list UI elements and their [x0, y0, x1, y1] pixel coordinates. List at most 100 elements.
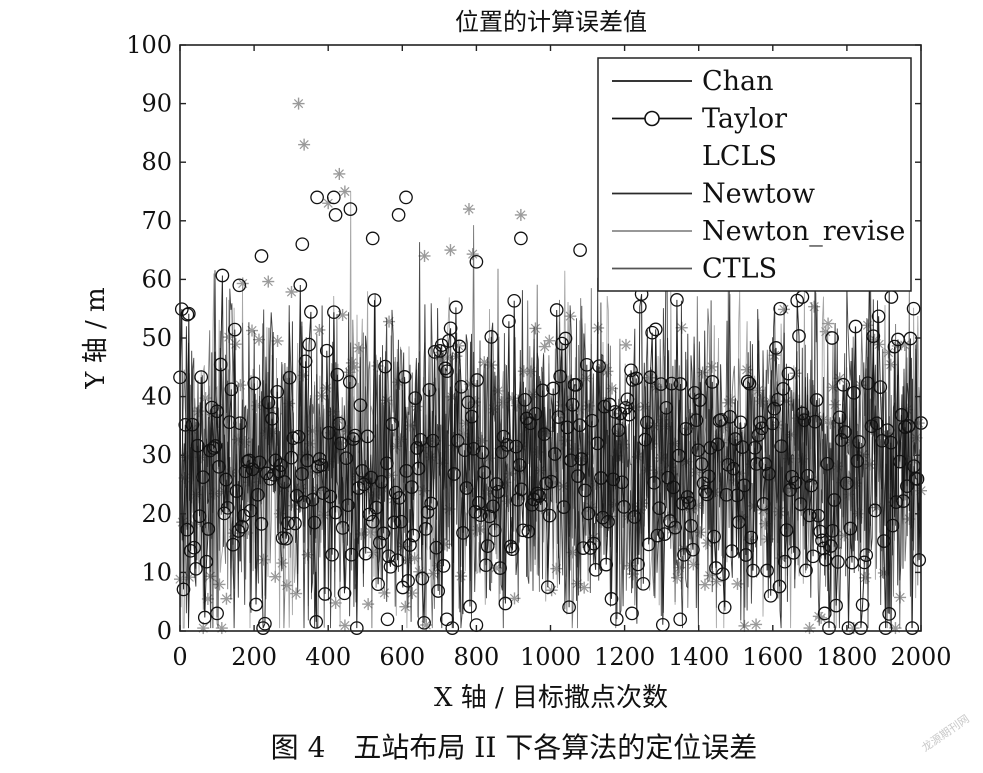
- taylor-point: [884, 290, 899, 304]
- lcls-point: [262, 275, 275, 288]
- taylor-point: [365, 231, 380, 246]
- taylor-point: [850, 454, 865, 468]
- taylor-point: [250, 487, 265, 502]
- taylor-point: [447, 467, 461, 481]
- taylor-point: [466, 441, 481, 456]
- taylor-point: [408, 391, 423, 405]
- taylor-point: [823, 539, 838, 553]
- taylor-point: [666, 480, 681, 495]
- legend-marker-circle: [644, 110, 660, 127]
- taylor-point: [436, 559, 451, 573]
- taylor-point: [811, 508, 826, 523]
- lcls-point: [313, 323, 326, 336]
- taylor-point: [573, 243, 587, 257]
- taylor-point: [728, 432, 743, 446]
- taylor-point: [487, 523, 502, 538]
- y-tick-label: 40: [141, 383, 172, 411]
- lcls-point: [246, 324, 259, 337]
- taylor-point: [372, 535, 387, 550]
- taylor-point: [247, 376, 262, 391]
- taylor-point: [438, 361, 453, 376]
- taylor-point: [726, 461, 741, 476]
- lcls-point: [285, 285, 298, 298]
- taylor-point: [843, 521, 858, 536]
- taylor-point: [449, 300, 463, 315]
- taylor-point: [180, 522, 194, 537]
- legend-label: CTLS: [702, 254, 777, 285]
- taylor-point: [878, 621, 893, 635]
- taylor-point: [716, 567, 730, 582]
- taylor-point: [440, 364, 454, 379]
- taylor-point: [873, 380, 888, 394]
- lcls-point: [329, 596, 342, 609]
- taylor-point: [647, 475, 661, 490]
- taylor-point: [684, 518, 698, 533]
- taylor-point: [808, 414, 822, 429]
- taylor-point: [183, 543, 198, 558]
- taylor-point: [489, 477, 504, 491]
- taylor-point: [834, 433, 849, 447]
- taylor-point: [875, 433, 889, 448]
- taylor-point: [404, 480, 419, 494]
- taylor-point: [298, 354, 313, 369]
- taylor-point: [339, 451, 354, 466]
- lcls-point: [808, 300, 821, 313]
- taylor-point: [519, 411, 534, 426]
- taylor-point: [673, 612, 688, 627]
- taylor-point: [323, 489, 338, 504]
- taylor-point: [719, 487, 734, 502]
- taylor-point: [855, 597, 870, 612]
- taylor-point: [680, 490, 695, 504]
- taylor-point: [788, 475, 803, 490]
- taylor-point: [618, 400, 633, 415]
- taylor-point: [817, 606, 832, 621]
- taylor-point: [369, 500, 384, 515]
- taylor-point: [229, 484, 244, 498]
- taylor-point: [717, 600, 732, 615]
- taylor-point: [797, 413, 812, 428]
- taylor-point: [461, 395, 476, 410]
- taylor-point: [232, 278, 247, 293]
- taylor-point: [694, 457, 709, 471]
- taylor-point: [866, 329, 881, 344]
- taylor-point: [846, 385, 861, 400]
- taylor-point: [636, 576, 651, 591]
- taylor-point: [210, 404, 224, 419]
- taylor-point: [657, 527, 672, 541]
- taylor-point: [358, 546, 373, 561]
- taylor-point: [505, 542, 520, 557]
- taylor-point: [374, 474, 389, 489]
- taylor-point: [224, 382, 239, 397]
- taylor-point: [901, 419, 916, 433]
- taylor-point: [273, 458, 288, 472]
- taylor-point: [394, 514, 408, 529]
- taylor-point: [562, 600, 576, 615]
- lcls-point: [383, 315, 396, 328]
- taylor-point: [762, 466, 776, 481]
- taylor-point: [495, 445, 509, 459]
- taylor-point: [337, 586, 352, 601]
- taylor-point: [521, 524, 536, 539]
- taylor-point: [687, 385, 702, 400]
- taylor-point: [484, 330, 499, 344]
- y-tick-label: 50: [141, 324, 172, 352]
- taylor-point: [328, 208, 343, 222]
- taylor-point: [418, 522, 433, 536]
- taylor-point: [328, 505, 343, 520]
- taylor-point: [648, 322, 663, 337]
- taylor-point: [431, 584, 446, 598]
- taylor-point: [671, 448, 686, 463]
- taylor-point: [756, 497, 771, 511]
- taylor-point: [371, 577, 385, 592]
- taylor-point: [410, 441, 424, 455]
- taylor-point: [518, 392, 532, 407]
- taylor-point: [857, 555, 872, 570]
- taylor-point: [859, 548, 874, 562]
- taylor-point: [542, 508, 557, 523]
- taylor-point: [742, 376, 757, 391]
- taylor-point: [295, 237, 310, 252]
- taylor-point: [700, 487, 714, 502]
- taylor-point: [420, 505, 435, 519]
- taylor-point: [571, 469, 585, 483]
- lcls-point: [578, 581, 591, 594]
